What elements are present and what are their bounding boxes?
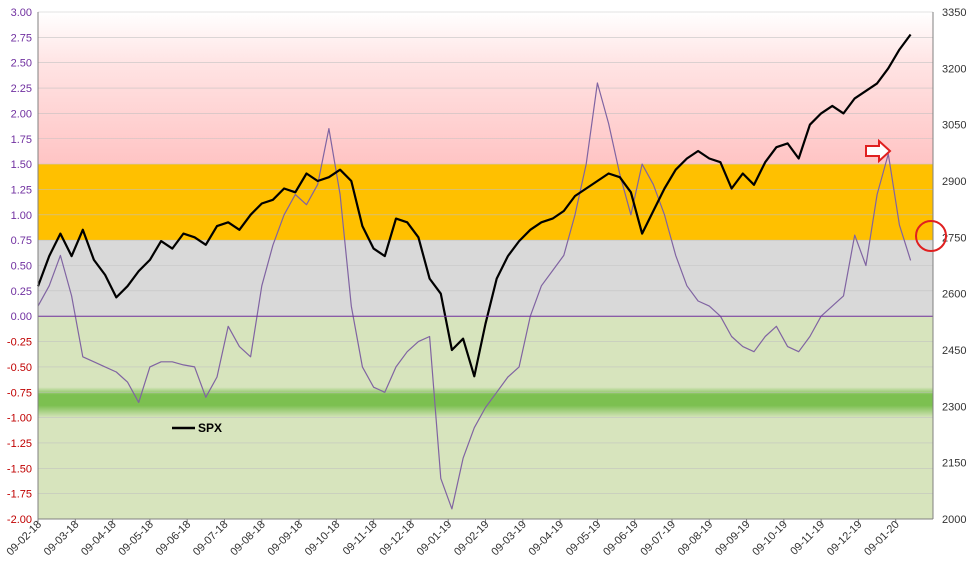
series-line-spx [36, 33, 912, 378]
left-tick-label: -0.25 [7, 337, 32, 349]
x-tick-label: 09-03-19 [489, 519, 529, 559]
left-tick-label: 3.00 [11, 7, 32, 19]
left-tick-label: 0.00 [11, 311, 32, 323]
x-tick-label: 09-12-19 [825, 519, 865, 559]
left-tick-label: -1.75 [7, 489, 32, 501]
left-tick-label: 1.00 [11, 210, 32, 222]
x-tick-label: 09-07-18 [191, 519, 231, 559]
x-tick-label: 09-11-19 [788, 519, 827, 558]
legend: SPX [172, 421, 222, 435]
left-tick-label: 0.50 [11, 261, 32, 273]
x-tick-label: 09-04-18 [79, 519, 119, 559]
right-tick-label: 2900 [942, 176, 966, 188]
right-tick-label: 2600 [942, 289, 966, 301]
left-tick-label: 2.50 [11, 58, 32, 70]
x-tick-label: 09-09-19 [713, 519, 753, 559]
left-tick-label: 1.50 [11, 159, 32, 171]
left-tick-label: -0.75 [7, 387, 32, 399]
x-tick-label: 09-08-19 [676, 519, 716, 559]
right-tick-label: 2750 [942, 232, 966, 244]
band-1 [38, 164, 933, 241]
x-tick-label: 09-07-19 [638, 519, 678, 559]
x-tick-label: 09-01-20 [862, 519, 902, 559]
right-tick-label: 2300 [942, 401, 966, 413]
right-tick-label: 3350 [942, 7, 966, 19]
x-tick-label: 09-12-18 [377, 519, 417, 559]
red-arrow-annotation [865, 138, 892, 164]
series-line-purple [37, 82, 912, 510]
right-tick-label: 2450 [942, 345, 966, 357]
x-tick-label: 09-10-19 [750, 519, 790, 559]
left-tick-label: 0.25 [11, 286, 32, 298]
x-tick-label: 09-05-19 [564, 519, 604, 559]
band-4 [38, 387, 933, 418]
red-circle-annotation [915, 220, 947, 252]
annotation-layer [865, 138, 947, 252]
x-tick-label: 09-09-18 [266, 519, 306, 559]
x-tick-label: 09-06-19 [601, 519, 641, 559]
right-tick-label: 2150 [942, 458, 966, 470]
x-tick-label: 09-02-19 [452, 519, 492, 559]
left-tick-label: 2.00 [11, 108, 32, 120]
left-tick-label: 1.75 [11, 134, 32, 146]
right-tick-label: 3050 [942, 120, 966, 132]
left-tick-label: -1.50 [7, 463, 32, 475]
right-tick-label: 3200 [942, 63, 966, 75]
x-tick-label: 09-10-18 [303, 519, 343, 559]
x-tick-label: 09-01-19 [415, 519, 455, 559]
left-tick-label: -1.25 [7, 438, 32, 450]
left-tick-label: 1.25 [11, 184, 32, 196]
left-tick-label: 0.75 [11, 235, 32, 247]
left-tick-label: 2.25 [11, 83, 32, 95]
x-tick-label: 09-03-18 [42, 519, 82, 559]
series-layer [36, 33, 912, 510]
band-2 [38, 240, 933, 317]
left-tick-label: -2.00 [7, 514, 32, 526]
x-tick-label: 09-05-18 [116, 519, 156, 559]
legend-label-spx: SPX [198, 421, 222, 435]
left-tick-label: -1.00 [7, 413, 32, 425]
grid-layer [38, 11, 933, 520]
left-tick-label: -0.50 [7, 362, 32, 374]
right-tick-label: 2000 [942, 514, 966, 526]
x-tick-label: 09-11-18 [341, 519, 380, 558]
x-tick-label: 09-08-18 [228, 519, 268, 559]
x-tick-label: 09-06-18 [154, 519, 194, 559]
x-tick-label: 09-04-19 [527, 519, 567, 559]
left-tick-label: 2.75 [11, 32, 32, 44]
